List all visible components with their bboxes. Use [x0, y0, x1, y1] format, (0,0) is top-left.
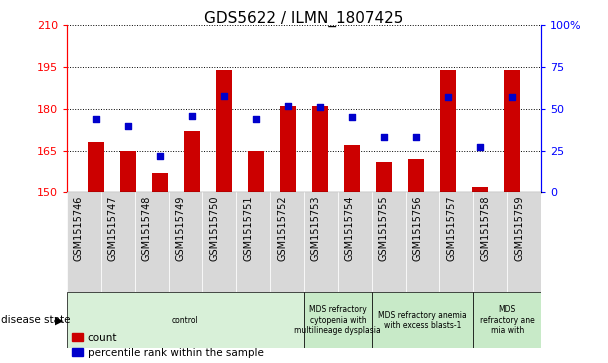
FancyBboxPatch shape — [168, 192, 202, 292]
Point — [475, 144, 485, 150]
FancyBboxPatch shape — [371, 192, 406, 292]
Point — [506, 94, 516, 100]
Bar — [503, 70, 520, 192]
Bar — [376, 162, 392, 192]
Point — [379, 134, 389, 140]
Text: GSM1515758: GSM1515758 — [480, 195, 490, 261]
Text: disease state: disease state — [1, 315, 70, 325]
Point — [411, 134, 421, 140]
Text: GSM1515751: GSM1515751 — [243, 195, 253, 261]
FancyBboxPatch shape — [237, 192, 270, 292]
Point — [443, 94, 452, 100]
Text: MDS refractory anemia
with excess blasts-1: MDS refractory anemia with excess blasts… — [378, 311, 467, 330]
Point — [347, 114, 357, 120]
FancyBboxPatch shape — [507, 192, 541, 292]
Point — [219, 93, 229, 98]
Point — [187, 113, 197, 118]
Legend: count, percentile rank within the sample: count, percentile rank within the sample — [72, 333, 264, 358]
Text: control: control — [172, 316, 199, 325]
Text: MDS refractory
cytopenia with
multilineage dysplasia: MDS refractory cytopenia with multilinea… — [294, 305, 381, 335]
FancyBboxPatch shape — [202, 192, 237, 292]
Point — [92, 116, 102, 122]
Bar — [312, 106, 328, 192]
Text: GSM1515747: GSM1515747 — [108, 195, 118, 261]
Text: GSM1515749: GSM1515749 — [176, 195, 185, 261]
Point — [123, 123, 133, 129]
FancyBboxPatch shape — [67, 292, 304, 348]
Text: GSM1515752: GSM1515752 — [277, 195, 287, 261]
Bar — [88, 142, 105, 192]
Text: ▶: ▶ — [55, 315, 64, 325]
Text: GSM1515746: GSM1515746 — [74, 195, 84, 261]
Point — [283, 103, 293, 109]
FancyBboxPatch shape — [440, 192, 474, 292]
Text: GSM1515750: GSM1515750 — [209, 195, 219, 261]
Bar — [216, 70, 232, 192]
Text: GSM1515755: GSM1515755 — [379, 195, 389, 261]
Bar — [344, 145, 360, 192]
Point — [156, 153, 165, 159]
FancyBboxPatch shape — [474, 292, 541, 348]
FancyBboxPatch shape — [304, 192, 338, 292]
Point — [315, 104, 325, 110]
FancyBboxPatch shape — [371, 292, 474, 348]
Text: GSM1515759: GSM1515759 — [514, 195, 524, 261]
FancyBboxPatch shape — [67, 192, 101, 292]
FancyBboxPatch shape — [406, 192, 440, 292]
FancyBboxPatch shape — [474, 192, 507, 292]
Text: GSM1515757: GSM1515757 — [446, 195, 457, 261]
FancyBboxPatch shape — [304, 292, 371, 348]
Bar — [472, 187, 488, 192]
FancyBboxPatch shape — [270, 192, 304, 292]
Bar — [248, 151, 264, 192]
Bar — [120, 151, 136, 192]
Text: GSM1515753: GSM1515753 — [311, 195, 321, 261]
Text: GSM1515748: GSM1515748 — [142, 195, 151, 261]
FancyBboxPatch shape — [134, 192, 168, 292]
Bar — [280, 106, 296, 192]
Point — [251, 116, 261, 122]
Bar — [184, 131, 200, 192]
Bar — [408, 159, 424, 192]
Text: GSM1515754: GSM1515754 — [345, 195, 355, 261]
FancyBboxPatch shape — [101, 192, 134, 292]
Bar — [153, 173, 168, 192]
Text: GDS5622 / ILMN_1807425: GDS5622 / ILMN_1807425 — [204, 11, 404, 27]
Text: GSM1515756: GSM1515756 — [413, 195, 423, 261]
Text: MDS
refractory ane
mia with: MDS refractory ane mia with — [480, 305, 534, 335]
FancyBboxPatch shape — [338, 192, 371, 292]
Bar — [440, 70, 455, 192]
